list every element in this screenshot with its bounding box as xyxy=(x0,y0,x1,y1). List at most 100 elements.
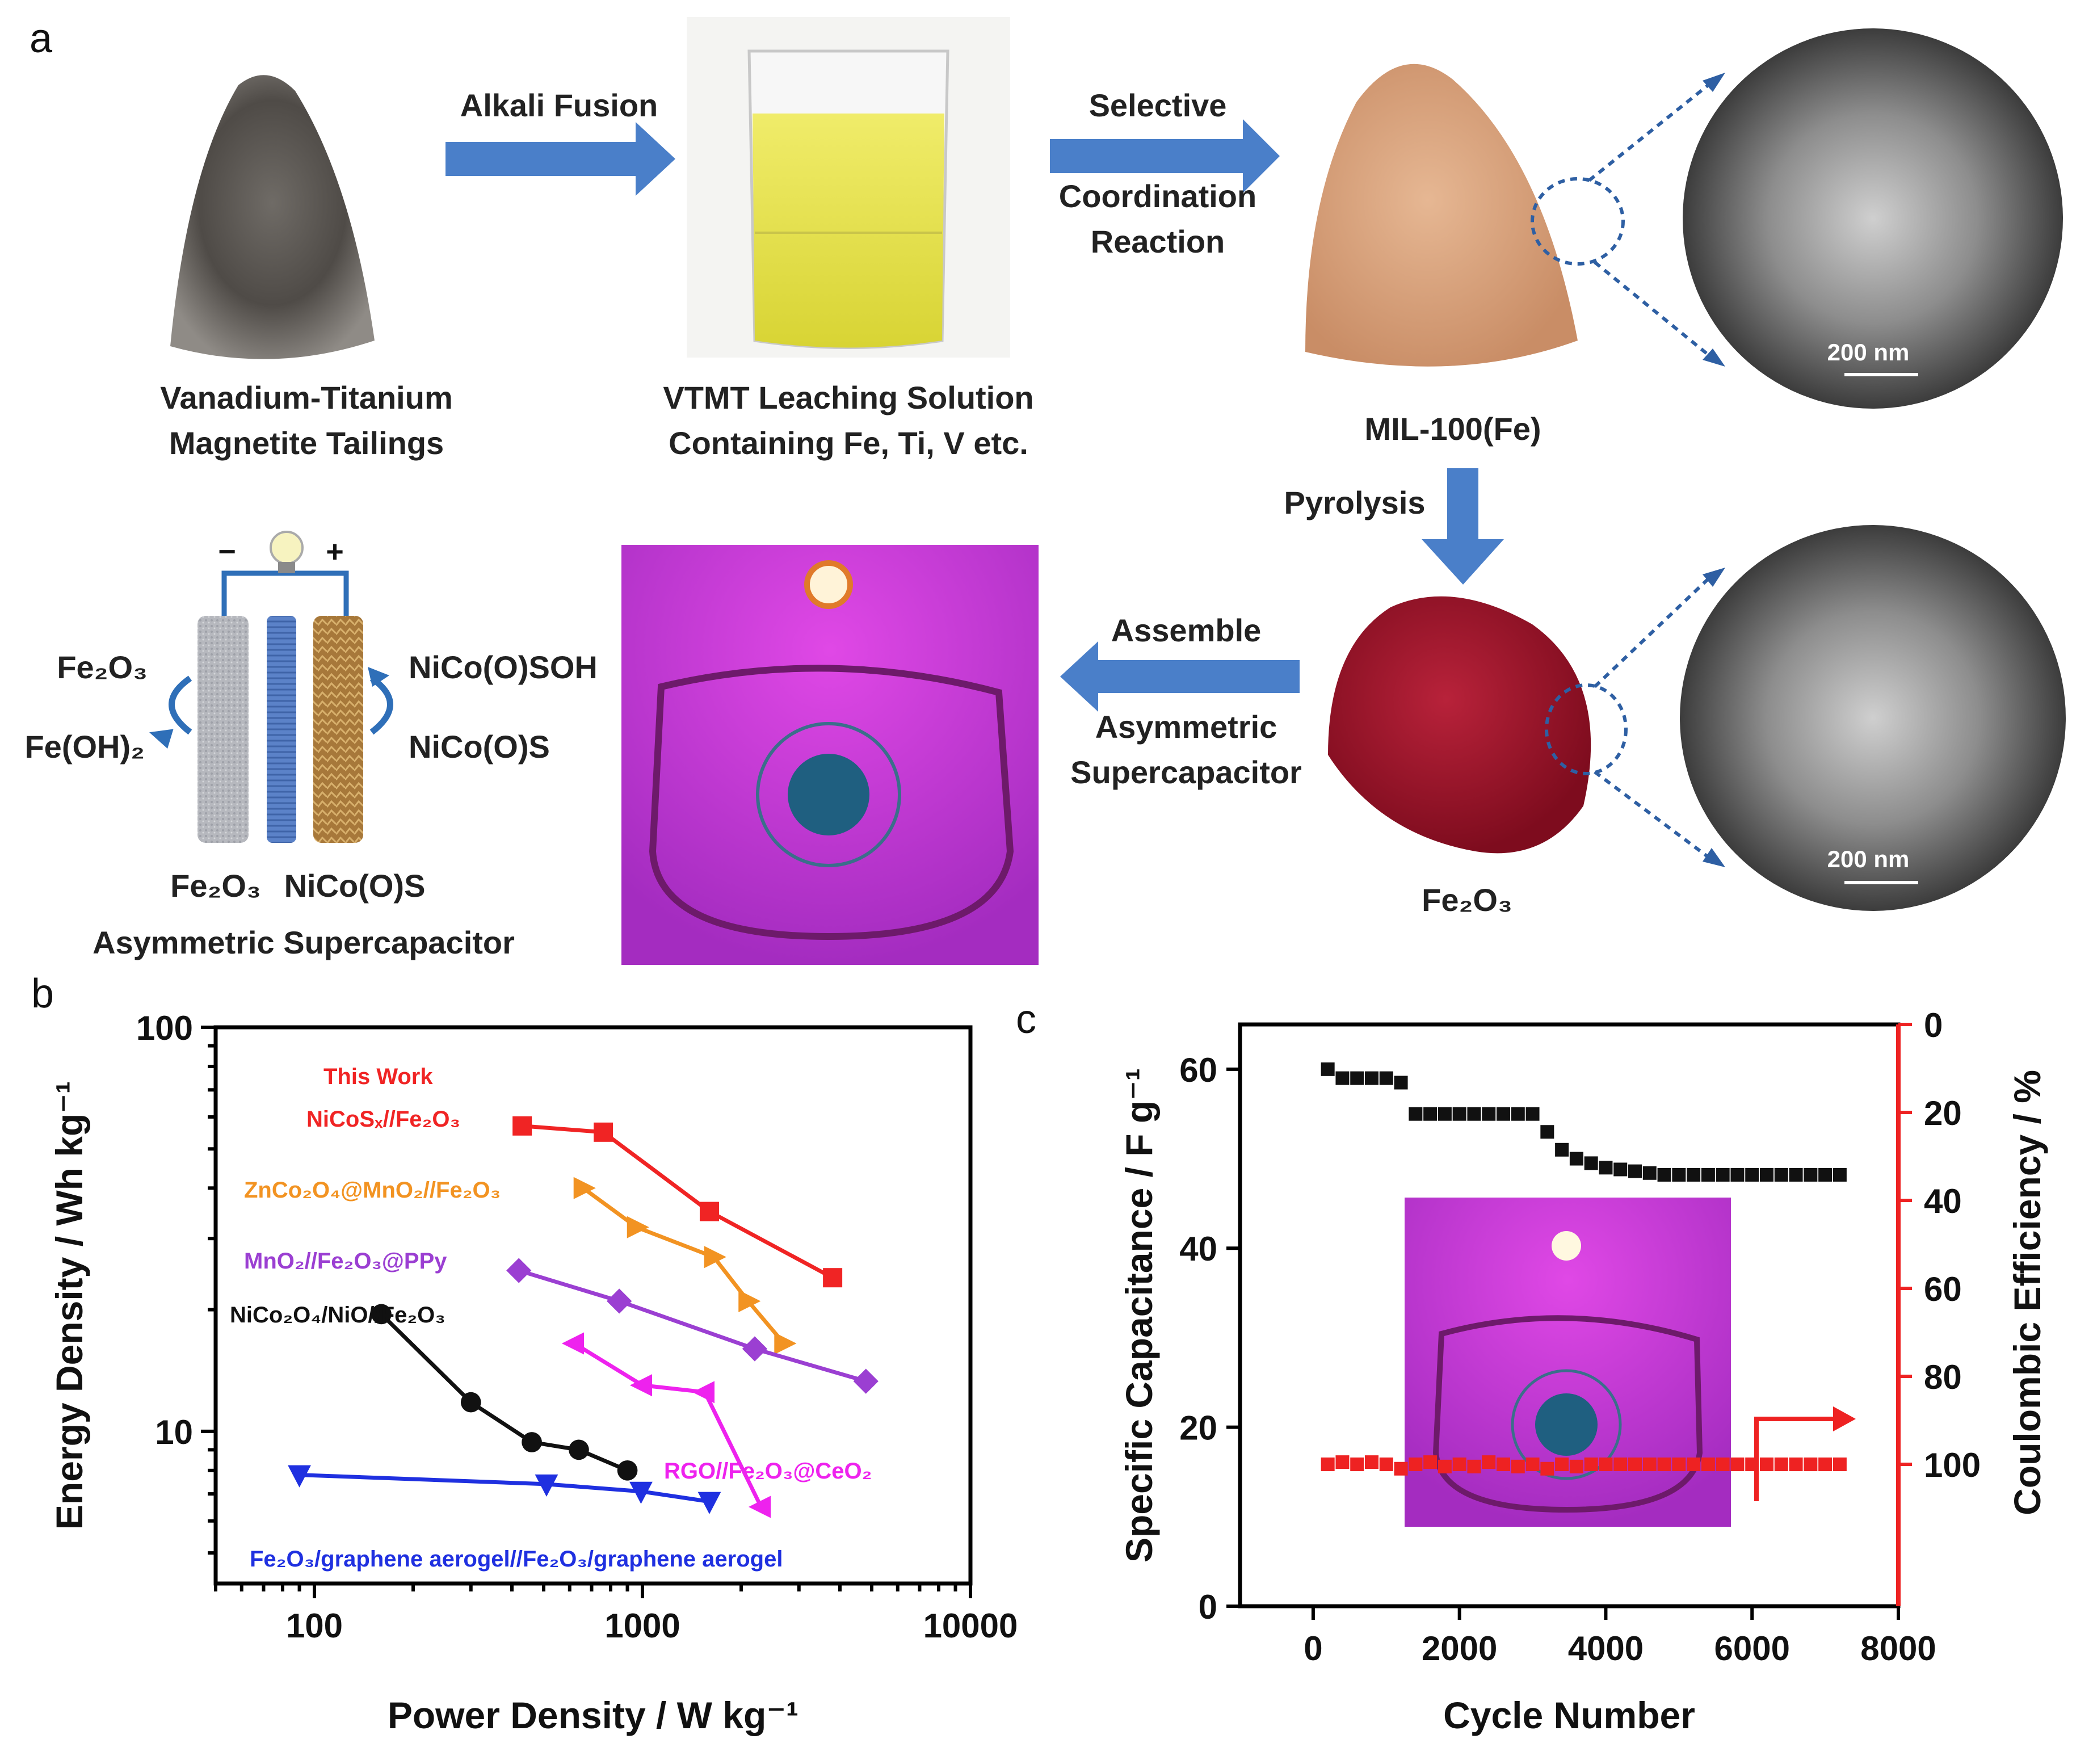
data-point xyxy=(1569,1152,1583,1166)
data-point xyxy=(748,1496,771,1518)
data-point xyxy=(1379,1458,1393,1471)
chart-b: 100 1000 10000 10 100 Power Density / W kg⁻¹ E… xyxy=(48,1009,1018,1736)
assemble-label-line2: Asymmetric xyxy=(1095,709,1277,745)
series-line xyxy=(573,1342,763,1508)
x-tick-label: 10000 xyxy=(923,1607,1018,1645)
series-line xyxy=(299,1473,710,1504)
data-point xyxy=(1833,1458,1847,1471)
data-point xyxy=(1525,1458,1540,1471)
data-point xyxy=(1628,1458,1642,1471)
data-point xyxy=(1760,1167,1773,1182)
data-point xyxy=(460,1392,481,1413)
y-right-tick-label: 100 xyxy=(1924,1446,1981,1484)
data-point xyxy=(1452,1458,1466,1471)
mof-label: MIL-100(Fe) xyxy=(1364,411,1541,447)
data-point xyxy=(1540,1461,1554,1476)
y-tick-label: 20 xyxy=(1179,1409,1217,1447)
pyrolysis-arrow xyxy=(1422,468,1504,585)
tailings-label-line1: Vanadium-Titanium xyxy=(160,380,452,415)
data-point xyxy=(627,1216,649,1238)
right-top-species: NiCo(O)SOH xyxy=(409,649,598,685)
data-point xyxy=(522,1432,542,1452)
data-point xyxy=(1789,1167,1803,1182)
data-point xyxy=(1511,1459,1525,1473)
data-point xyxy=(1701,1167,1715,1182)
arrow2-label-line2: Coordination xyxy=(1059,178,1256,214)
x-tick-label: 6000 xyxy=(1714,1629,1789,1668)
data-point xyxy=(1321,1458,1335,1471)
data-point xyxy=(853,1368,879,1394)
data-point xyxy=(1584,1156,1598,1170)
data-point xyxy=(535,1474,558,1497)
x-tick-label: 4000 xyxy=(1568,1629,1644,1668)
data-point xyxy=(1730,1458,1745,1471)
series-line xyxy=(582,1186,785,1345)
data-point xyxy=(1497,1107,1510,1121)
fe2o3-label: Fe₂O₃ xyxy=(1422,882,1512,918)
mof-dotted-line-bottom xyxy=(1594,261,1709,356)
data-point xyxy=(1569,1459,1583,1473)
data-point xyxy=(506,1258,532,1283)
supercapacitor-schematic xyxy=(149,531,393,843)
inset-device-photo xyxy=(1405,1198,1731,1527)
x-tick-label: 8000 xyxy=(1860,1629,1936,1668)
data-point xyxy=(1365,1455,1378,1469)
data-point xyxy=(1599,1161,1613,1175)
data-point xyxy=(1672,1458,1686,1471)
x-axis-title: Power Density / W kg⁻¹ xyxy=(388,1694,798,1736)
data-point xyxy=(1745,1167,1759,1182)
assemble-label-line1: Assemble xyxy=(1111,612,1262,648)
data-point xyxy=(512,1116,532,1136)
data-point xyxy=(1687,1167,1701,1182)
series-label: RGO//Fe₂O₃@CeO₂ xyxy=(664,1459,872,1484)
solution-label-line1: VTMT Leaching Solution xyxy=(663,380,1033,415)
data-point xyxy=(1730,1167,1745,1182)
x-tick-label: 1000 xyxy=(604,1607,680,1645)
negative-terminal-sign: − xyxy=(218,535,236,569)
left-bottom-species: Fe(OH)₂ xyxy=(24,729,145,765)
data-point xyxy=(699,1202,719,1221)
solution-label-line2: Containing Fe, Ti, V etc. xyxy=(669,425,1028,461)
data-point xyxy=(569,1439,589,1460)
data-point xyxy=(1365,1071,1378,1085)
series-label: NiCo₂O₄/NiO//Fe₂O₃ xyxy=(230,1303,446,1328)
data-point xyxy=(1701,1458,1715,1471)
data-point xyxy=(1482,1107,1496,1121)
data-point xyxy=(1745,1458,1759,1471)
data-point xyxy=(1350,1071,1364,1085)
fe2o3-dotted-ellipse xyxy=(1545,683,1628,775)
data-point xyxy=(1789,1458,1803,1471)
y-axis-title: Energy Density / Wh kg⁻¹ xyxy=(48,1081,90,1530)
data-point xyxy=(692,1381,715,1404)
tailings-label-line2: Magnetite Tailings xyxy=(169,425,444,461)
data-point xyxy=(1584,1458,1598,1471)
data-point xyxy=(573,1177,596,1199)
panel-a-letter: a xyxy=(30,16,53,61)
data-point xyxy=(1657,1458,1671,1471)
y-axis-title: Specific Capacitance / F g⁻¹ xyxy=(1118,1068,1160,1563)
sem-image-mof xyxy=(1683,28,2063,409)
data-point xyxy=(1716,1167,1730,1182)
x-tick-label: 100 xyxy=(286,1607,343,1645)
data-point xyxy=(1335,1071,1350,1085)
series-label: This Work xyxy=(323,1064,433,1089)
data-point xyxy=(1423,1455,1438,1469)
data-point xyxy=(1321,1062,1335,1076)
data-point xyxy=(1423,1107,1438,1121)
series-line xyxy=(522,1124,834,1280)
y-right-axis-title: Coulombic Efficiency / % xyxy=(2006,1070,2048,1515)
data-point xyxy=(823,1268,843,1288)
data-point xyxy=(1555,1458,1569,1471)
arrow2-label-line1: Selective xyxy=(1089,87,1227,123)
series-label: ZnCo₂O₄@MnO₂//Fe₂O₃ xyxy=(244,1178,501,1203)
right-axis-pointer-arrow xyxy=(1754,1406,1856,1501)
y-tick-label: 60 xyxy=(1179,1051,1217,1089)
data-point xyxy=(1687,1458,1701,1471)
data-point xyxy=(1716,1458,1730,1471)
x-tick-label: 2000 xyxy=(1422,1629,1497,1668)
panel-c-letter: c xyxy=(1016,997,1036,1042)
data-point xyxy=(1657,1167,1671,1182)
data-point xyxy=(1833,1167,1847,1182)
mof-dotted-line-top xyxy=(1588,83,1709,182)
data-point xyxy=(742,1336,768,1362)
